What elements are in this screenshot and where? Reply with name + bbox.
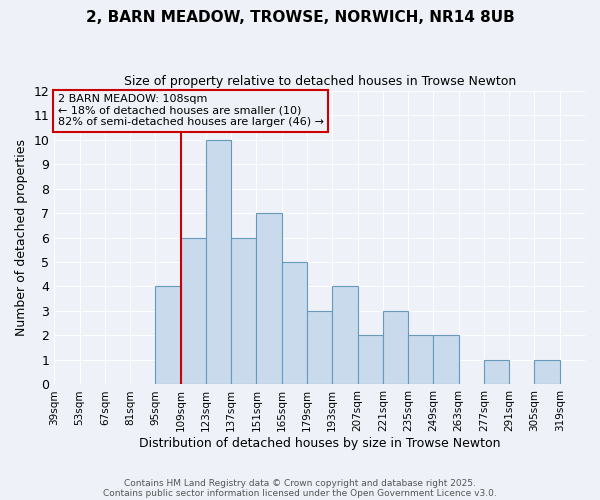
Bar <box>307 311 332 384</box>
Bar <box>484 360 509 384</box>
X-axis label: Distribution of detached houses by size in Trowse Newton: Distribution of detached houses by size … <box>139 437 500 450</box>
Bar <box>256 213 282 384</box>
Bar <box>433 336 458 384</box>
Bar <box>358 336 383 384</box>
Bar <box>332 286 358 384</box>
Text: Contains HM Land Registry data © Crown copyright and database right 2025.: Contains HM Land Registry data © Crown c… <box>124 478 476 488</box>
Bar <box>383 311 408 384</box>
Y-axis label: Number of detached properties: Number of detached properties <box>15 139 28 336</box>
Text: 2, BARN MEADOW, TROWSE, NORWICH, NR14 8UB: 2, BARN MEADOW, TROWSE, NORWICH, NR14 8U… <box>86 10 514 25</box>
Text: Contains public sector information licensed under the Open Government Licence v3: Contains public sector information licen… <box>103 488 497 498</box>
Title: Size of property relative to detached houses in Trowse Newton: Size of property relative to detached ho… <box>124 75 516 88</box>
Bar <box>282 262 307 384</box>
Bar <box>181 238 206 384</box>
Text: 2 BARN MEADOW: 108sqm
← 18% of detached houses are smaller (10)
82% of semi-deta: 2 BARN MEADOW: 108sqm ← 18% of detached … <box>58 94 324 128</box>
Bar <box>231 238 256 384</box>
Bar <box>408 336 433 384</box>
Bar <box>155 286 181 384</box>
Bar <box>206 140 231 384</box>
Bar <box>535 360 560 384</box>
